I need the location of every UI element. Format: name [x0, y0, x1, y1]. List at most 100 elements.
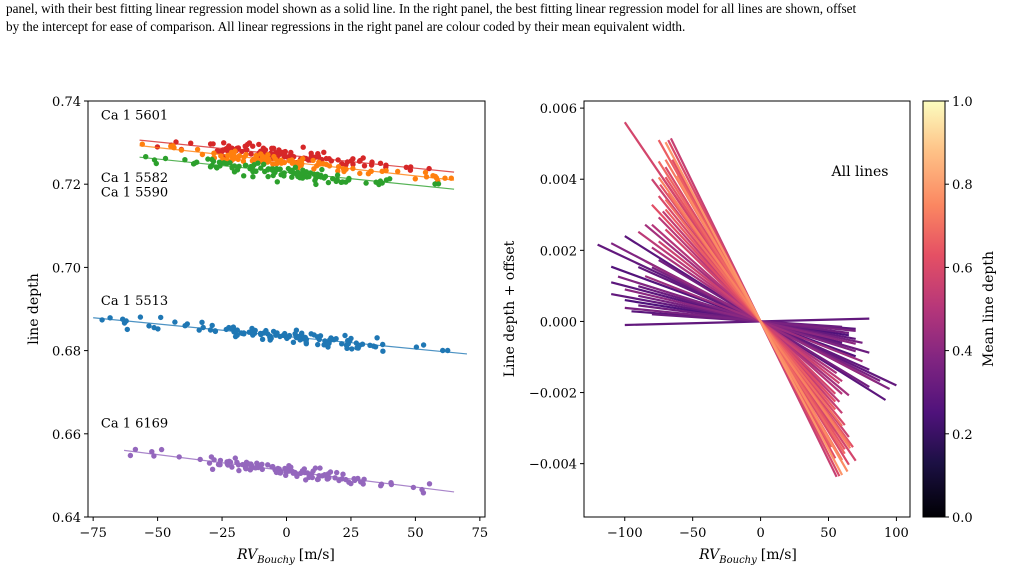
data-point [158, 314, 164, 321]
data-point [194, 146, 201, 153]
data-point [178, 147, 185, 153]
series-ca-1-5582 [139, 141, 455, 184]
data-point [336, 477, 342, 484]
right-x-axis-label: RVBouchy [m/s] [698, 547, 797, 566]
data-point [313, 181, 319, 188]
data-point [377, 178, 384, 184]
data-point [419, 486, 425, 493]
data-point [338, 179, 344, 185]
data-point [261, 161, 267, 167]
right-y-axis-label: Line depth + offset [502, 240, 518, 377]
data-point [289, 468, 296, 475]
data-point [388, 480, 394, 486]
data-point [426, 165, 432, 172]
right-x-ticks: −100 −50 0 50 100 [607, 517, 909, 541]
data-point [132, 446, 139, 453]
data-point [324, 476, 330, 482]
data-point [211, 457, 217, 463]
data-point [380, 348, 386, 354]
data-point [432, 173, 438, 180]
figure-caption: panel, with their best fitting linear re… [6, 0, 1021, 36]
data-point [407, 167, 414, 173]
regression-line [624, 317, 870, 327]
regression-line [664, 141, 844, 476]
data-point [199, 319, 205, 325]
data-point [326, 163, 333, 169]
data-point [445, 347, 451, 354]
series-label: Ca 1 5582 [101, 171, 168, 186]
data-point [266, 156, 272, 163]
data-point [244, 147, 250, 153]
data-point [380, 341, 386, 348]
x-tick-label: −100 [607, 526, 643, 541]
data-point [281, 149, 287, 155]
data-point [242, 162, 249, 169]
data-point [265, 173, 271, 180]
data-point [378, 481, 385, 487]
data-point [310, 157, 316, 164]
data-point [335, 157, 341, 163]
data-point [281, 173, 287, 179]
regression-line [651, 204, 837, 403]
data-point [267, 333, 273, 339]
data-point [321, 149, 327, 155]
data-point [351, 476, 357, 482]
colorbar: 0.0 0.2 0.4 0.6 0.8 1.0 Mean line depth [922, 95, 997, 526]
data-point [342, 332, 348, 339]
data-point [239, 330, 246, 337]
data-point [270, 161, 276, 167]
data-point [335, 164, 342, 170]
data-point [228, 149, 235, 156]
data-point [296, 334, 302, 340]
x-tick-label: 50 [820, 526, 837, 541]
data-point [343, 162, 349, 168]
data-point [252, 327, 258, 334]
data-point [258, 165, 264, 171]
data-point [200, 324, 206, 331]
data-point [327, 469, 334, 475]
data-point [250, 143, 256, 149]
data-point [265, 462, 271, 468]
data-point [248, 461, 254, 467]
data-point [249, 164, 256, 170]
series-label: Ca 1 6169 [101, 417, 168, 432]
data-point [250, 174, 256, 180]
data-point [149, 449, 155, 455]
data-point [209, 156, 215, 163]
data-point [213, 164, 220, 170]
data-point [315, 153, 322, 160]
data-point [253, 152, 259, 159]
data-point [162, 155, 169, 162]
data-point [283, 472, 289, 478]
data-point [206, 460, 213, 466]
x-tick-label: −50 [679, 526, 706, 541]
data-point [151, 157, 158, 163]
x-tick-label: 75 [472, 526, 489, 541]
data-point [322, 173, 329, 180]
data-point [303, 339, 309, 345]
data-point [360, 481, 366, 487]
y-tick-label: 0.64 [52, 511, 81, 526]
data-point [305, 157, 312, 163]
caption-line-1: panel, with their best fitting linear re… [6, 1, 857, 16]
data-point [197, 456, 203, 463]
colorbar-tick-label: 0.0 [952, 511, 973, 526]
x-tick-label: 0 [282, 526, 290, 541]
data-point [368, 162, 375, 168]
series-ca-1-5513 [93, 314, 468, 355]
data-point [374, 335, 380, 341]
data-point [332, 475, 338, 481]
data-point [294, 473, 300, 479]
data-point [274, 179, 280, 185]
data-point [288, 168, 294, 175]
regression-line [624, 306, 856, 332]
data-point [176, 454, 182, 460]
y-tick-label: −0.004 [529, 458, 577, 473]
right-axes-frame [583, 100, 911, 518]
data-point [191, 160, 198, 166]
right-regression-lines [597, 121, 897, 478]
data-point [317, 161, 323, 167]
data-point [158, 446, 165, 453]
data-point [300, 144, 306, 150]
regression-line [624, 288, 856, 345]
